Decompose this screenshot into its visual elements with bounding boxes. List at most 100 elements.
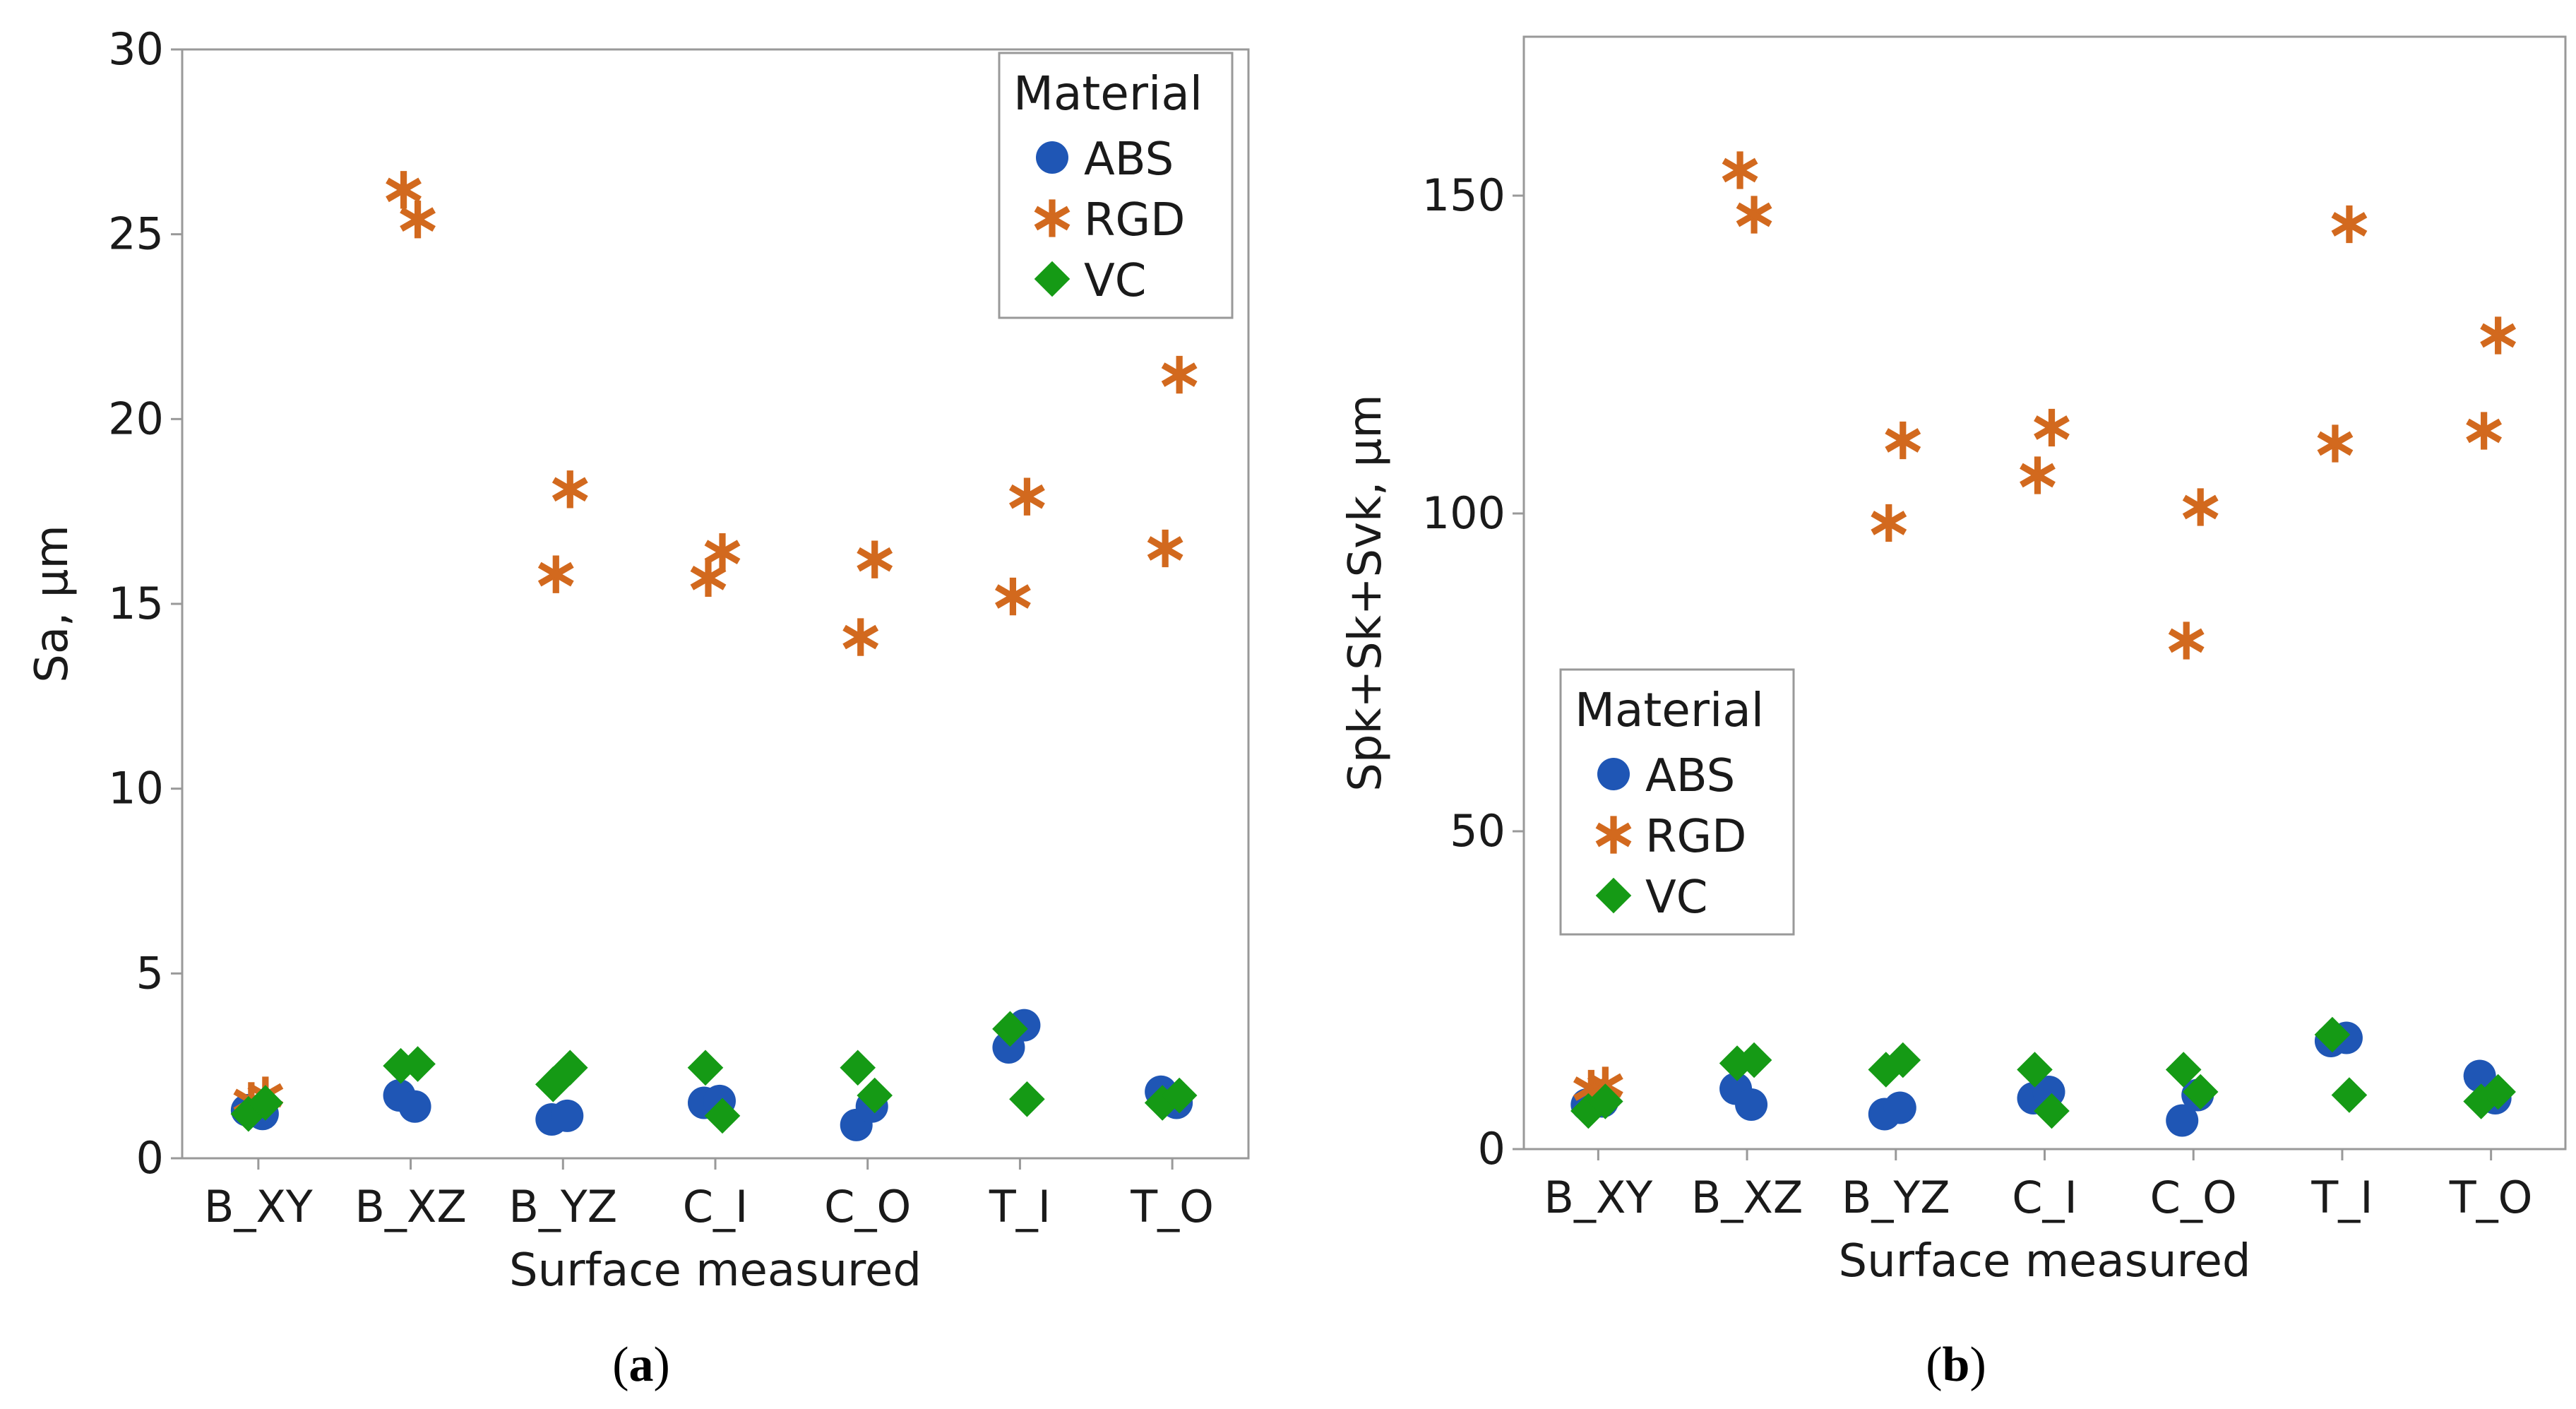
legend-box [1559, 668, 1795, 936]
y-tick-label: 0 [1478, 1123, 1505, 1175]
data-point-abs [1883, 1091, 1916, 1124]
data-point-rgd [2034, 408, 2070, 447]
panel-label: (a) [612, 1338, 670, 1392]
data-point-abs [2166, 1104, 2199, 1137]
y-tick-label: 100 [1422, 487, 1505, 539]
plot-frame [1522, 35, 2567, 1151]
data-point-rgd [2182, 488, 2219, 526]
x-axis-title: Surface measured [1839, 1235, 2251, 1288]
data-point-vc [704, 1098, 741, 1134]
y-axis-title: Sa, µm [26, 525, 78, 683]
data-point-vc [1161, 1077, 1198, 1114]
data-point-vc [2017, 1052, 2053, 1088]
y-tick-label: 50 [1450, 805, 1505, 857]
legend-entry-vc: VC [1645, 872, 1707, 924]
data-point-abs [1735, 1088, 1768, 1121]
data-point-rgd [386, 171, 422, 209]
legend-marker-rgd [1595, 816, 1632, 854]
data-point-rgd [842, 618, 879, 656]
data-point-vc [2331, 1077, 2368, 1113]
x-tick-label: B_YZ [508, 1181, 617, 1232]
x-tick-label: T_O [1130, 1181, 1214, 1232]
y-tick-label: 150 [1422, 170, 1505, 221]
legend-entry-vc: VC [1084, 255, 1146, 307]
data-point-vc [1736, 1042, 1772, 1078]
data-point-vc [247, 1085, 284, 1121]
legend-marker-vc [1034, 261, 1071, 297]
series-VC [230, 1011, 1198, 1134]
data-point-vc [687, 1050, 724, 1086]
data-point-rgd [551, 470, 588, 509]
y-tick-label: 20 [108, 393, 164, 444]
x-tick-label: B_XY [204, 1181, 313, 1232]
panel-label-letter: a [629, 1338, 654, 1392]
panel-label-letter: b [1943, 1338, 1970, 1392]
legend-marker-rgd [1034, 199, 1071, 237]
legend: Material ABS RGD VC [1559, 668, 1795, 936]
series-RGD [1573, 151, 2517, 1108]
legend: Material ABS RGD VC [998, 52, 1234, 319]
data-point-rgd [2480, 316, 2517, 355]
data-point-vc [840, 1050, 876, 1086]
data-point-vc [1885, 1042, 1921, 1078]
panel-label-open: ( [1926, 1338, 1942, 1392]
data-point-rgd [1009, 477, 1045, 516]
data-point-rgd [995, 577, 1031, 616]
data-point-vc [857, 1077, 893, 1114]
data-point-abs [551, 1099, 584, 1132]
data-point-rgd [2168, 622, 2205, 660]
legend-entry-abs: ABS [1645, 750, 1735, 802]
x-tick-label: C_I [2012, 1172, 2077, 1223]
legend-entry-rgd: RGD [1645, 811, 1746, 863]
data-point-rgd [2020, 456, 2056, 494]
data-point-rgd [1722, 151, 1758, 189]
data-point-vc [2034, 1093, 2070, 1129]
data-point-rgd [2317, 424, 2354, 463]
data-point-rgd [2331, 205, 2368, 244]
data-point-rgd [704, 533, 741, 571]
x-tick-label: B_XZ [354, 1181, 466, 1232]
x-tick-label: B_XZ [1691, 1172, 1803, 1223]
data-point-rgd [1736, 196, 1772, 234]
x-tick-label: B_XY [1544, 1172, 1652, 1223]
x-tick-label: C_I [683, 1181, 749, 1232]
y-tick-label: 0 [136, 1132, 164, 1184]
data-point-rgd [1871, 504, 1907, 542]
legend-box [998, 52, 1234, 319]
panel-label-open: ( [612, 1338, 628, 1392]
x-tick-label: B_YZ [1842, 1172, 1950, 1223]
data-point-vc [1570, 1093, 1606, 1129]
data-point-vc [1009, 1081, 1045, 1117]
x-tick-label: T_O [2449, 1172, 2533, 1223]
legend-marker-abs [1036, 141, 1068, 174]
y-tick-label: 5 [136, 947, 164, 999]
data-point-abs [398, 1090, 431, 1123]
data-point-rgd [1885, 421, 1921, 460]
legend-marker-vc [1595, 877, 1632, 914]
x-tick-label: T_I [989, 1181, 1051, 1232]
data-point-vc [1587, 1083, 1623, 1119]
data-point-rgd [857, 540, 893, 578]
x-tick-label: C_O [2150, 1172, 2237, 1223]
legend-entry-rgd: RGD [1084, 194, 1185, 246]
panel-label-close: ) [1969, 1338, 1986, 1392]
data-point-vc [2463, 1083, 2499, 1119]
data-point-vc [992, 1011, 1028, 1047]
data-point-vc [400, 1046, 436, 1082]
data-point-vc [2480, 1074, 2516, 1110]
legend-title: Material [1575, 683, 1764, 737]
panel-label-close: ) [654, 1338, 670, 1392]
x-tick-label: C_O [824, 1181, 911, 1232]
legend-entry-abs: ABS [1084, 133, 1174, 186]
x-axis-title: Surface measured [509, 1244, 922, 1297]
y-tick-label: 10 [108, 763, 164, 814]
data-point-rgd [1161, 355, 1198, 394]
y-axis-title: Spk+Sk+Svk, µm [1340, 394, 1392, 792]
legend-marker-abs [1597, 758, 1630, 790]
legend-title: Material [1013, 66, 1203, 121]
x-tick-label: T_I [2310, 1172, 2373, 1223]
data-point-vc [2314, 1016, 2351, 1053]
data-point-vc [2182, 1074, 2219, 1110]
data-point-rgd [2466, 412, 2503, 450]
